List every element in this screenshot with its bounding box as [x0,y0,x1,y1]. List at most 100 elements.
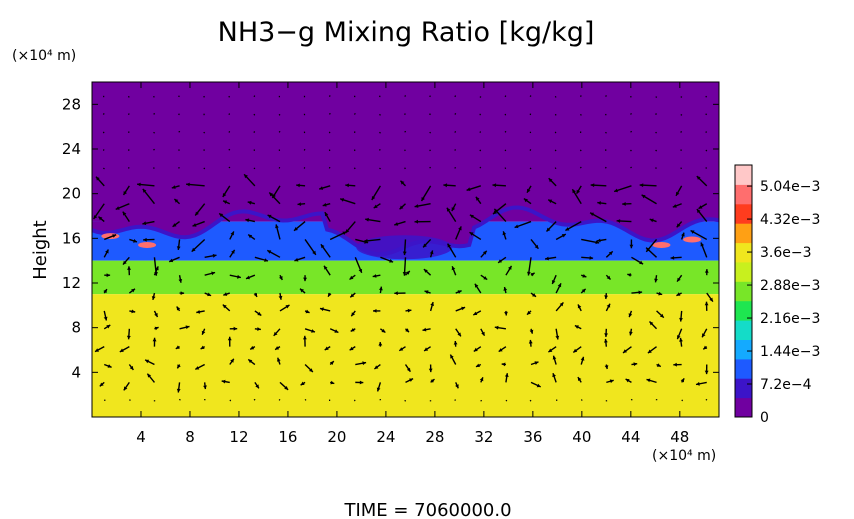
wind-vector [454,131,457,133]
wind-vector-head [142,188,147,193]
wind-vector-head [334,329,339,333]
x-tick-label: 36 [523,428,542,446]
wind-vector-head [492,183,497,188]
wind-vector-head [394,291,398,296]
wind-vector-head [590,183,595,188]
wind-vector-head [696,209,701,214]
wind-vector [480,399,483,402]
wind-vector [404,130,407,133]
wind-vector-head [461,306,466,311]
wind-vector-head [231,249,235,254]
wind-vector [404,95,407,97]
wind-vector-head [207,292,212,297]
wind-vector-head [93,215,98,219]
wind-vector-head [654,278,658,283]
wind-vector-head [552,355,557,360]
wind-vector [153,112,156,115]
wind-vector [554,149,557,152]
wind-vector-head [406,367,411,372]
x-tick-label: 20 [327,428,346,446]
wind-vector-head [381,328,386,333]
wind-vector [102,113,105,115]
wind-vector [178,130,181,133]
mixing-pocket [551,235,588,246]
wind-vector-head [223,200,228,204]
wind-vector-head [574,325,579,329]
wind-vector-head [294,227,298,231]
wind-vector [504,95,507,98]
wind-vector-head [311,329,315,333]
wind-vector [278,130,281,133]
wind-vector-head [345,183,349,188]
wind-vector-head [192,223,197,227]
wind-vector-head [580,356,585,361]
wind-vector-head [402,251,407,256]
wind-vector [529,399,532,402]
wind-vector-head [604,365,609,369]
wind-vector-head [133,239,137,243]
wind-vector-head [606,303,611,308]
x-tick-label: 4 [136,428,146,446]
wind-vector-head [222,304,227,309]
wind-vector-head [147,373,152,378]
x-tick-label: 28 [425,428,444,446]
wind-vector [529,167,532,170]
wind-vector-head [514,224,519,229]
wind-vector-head [324,265,328,270]
wind-vector-head [446,207,451,212]
wind-vector-head [362,361,367,366]
wind-vector [228,166,231,169]
y-tick-label: 28 [62,95,81,113]
wind-vector-head [305,309,310,314]
wind-vector-head [504,311,508,316]
wind-vector-head [576,189,581,194]
wind-vector [579,166,582,169]
colorbar-swatch [735,397,752,418]
wind-vector-head [627,273,632,277]
colorbar-tick-label: 4.32e−3 [760,212,820,228]
wind-vector-head [245,218,250,223]
wind-vector [554,113,557,116]
wind-vector-head [493,210,497,215]
colorbar-swatch [735,261,752,282]
wind-vector-head [409,378,414,382]
wind-vector-head [590,212,595,216]
wind-vector-head [481,331,485,336]
wind-vector-head [175,345,180,349]
wind-vector-head [358,268,363,273]
colorbar-swatch [735,223,752,244]
wind-vector-head [681,232,685,237]
wind-vector [379,148,381,151]
wind-vector [504,130,507,133]
wind-vector-head [679,317,683,322]
wind-vector [655,131,657,134]
wind-vector-head [555,335,560,340]
heatmap-region [92,294,719,417]
wind-vector-head [297,202,302,206]
wind-vector-head [690,230,695,234]
wind-vector-head [676,223,681,228]
wind-vector-head [421,197,425,201]
wind-vector-head [443,183,448,188]
wind-vector-head [237,274,241,279]
wind-vector [604,113,607,116]
heatmap-region [92,82,719,222]
wind-vector-head [300,288,304,293]
wind-vector [278,113,281,116]
wind-vector-head [99,382,104,387]
wind-vector-head [428,368,433,373]
wind-vector-head [379,286,383,291]
wind-vector-head [223,292,228,296]
wind-vector-head [195,211,199,216]
hot-spot [101,233,120,240]
wind-vector-head [424,347,429,351]
wind-vector-head [374,365,379,369]
wind-vector-head [474,283,479,288]
wind-vector [505,399,508,402]
wind-vector-head [219,213,224,218]
wind-vector-head [639,183,644,188]
wind-vector-head [604,333,608,337]
wind-vector [253,95,256,98]
wind-vector [253,167,256,170]
wind-vector [605,131,607,134]
